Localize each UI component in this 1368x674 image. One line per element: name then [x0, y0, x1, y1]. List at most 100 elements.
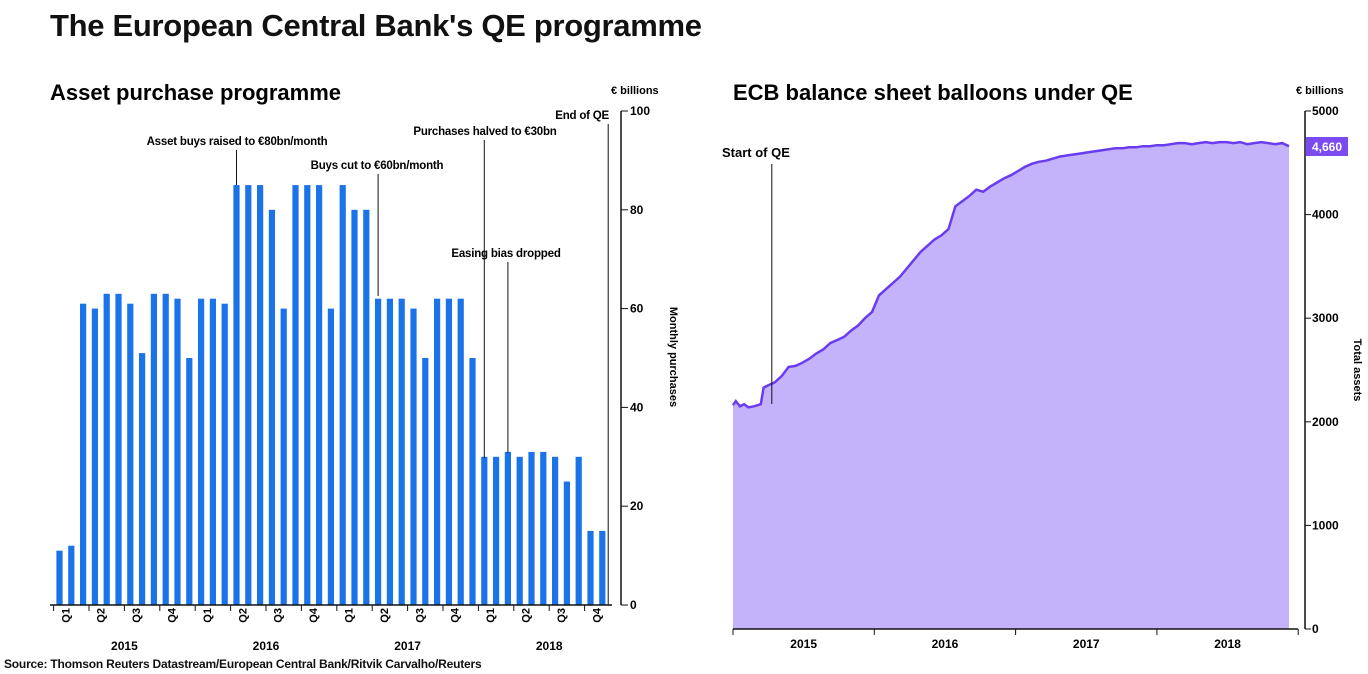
left-unit-label: € billions: [611, 85, 659, 97]
bar-33: [445, 298, 452, 605]
right-ytick-label: 3000: [1312, 311, 1339, 325]
left-y-axis-label: Monthly purchases: [667, 307, 679, 407]
bar-0: [56, 550, 63, 605]
left-year-label: 2018: [536, 639, 563, 653]
bar-39: [516, 456, 523, 605]
right-ytick-label: 2000: [1312, 415, 1339, 429]
bar-45: [587, 530, 594, 605]
left-quarter-label: Q4: [167, 607, 179, 623]
bar-21: [304, 185, 311, 605]
bar-35: [469, 358, 476, 605]
right-ytick-label: 5000: [1312, 104, 1339, 118]
left-ytick-label: 0: [630, 598, 637, 612]
bar-3: [91, 308, 98, 605]
bar-36: [481, 456, 488, 605]
right-unit-label: € billions: [1296, 85, 1344, 97]
left-quarter-label: Q3: [414, 608, 426, 623]
bar-16: [245, 185, 252, 605]
annotation-label: Easing bias dropped: [451, 248, 560, 260]
left-quarter-label: Q1: [485, 608, 497, 623]
bar-20: [292, 185, 299, 605]
bar-17: [257, 185, 264, 605]
left-chart-title: Asset purchase programme: [50, 80, 341, 105]
bar-29: [398, 298, 405, 605]
bar-40: [528, 451, 535, 605]
bar-18: [268, 209, 275, 606]
right-y-axis-label: Total assets: [1351, 339, 1363, 402]
right-year-label: 2016: [932, 637, 959, 651]
left-ytick-label: 60: [630, 302, 644, 316]
page-title: The European Central Bank's QE programme: [50, 8, 702, 43]
right-ytick-label: 1000: [1312, 518, 1339, 532]
bar-12: [198, 298, 205, 605]
bar-24: [339, 185, 346, 605]
bar-32: [434, 298, 441, 605]
bar-6: [127, 303, 134, 605]
left-year-label: 2017: [394, 639, 421, 653]
left-quarter-label: Q4: [591, 607, 603, 623]
last-value-label: 4,660: [1312, 140, 1342, 154]
left-chart: Asset purchase programme € billions Asse…: [50, 80, 679, 653]
left-quarter-label: Q1: [60, 608, 72, 623]
bar-4: [103, 293, 110, 605]
bar-14: [221, 303, 228, 605]
left-year-label: 2016: [253, 639, 280, 653]
bar-23: [327, 308, 334, 605]
left-quarter-label: Q2: [96, 608, 108, 623]
left-ytick-label: 40: [630, 400, 644, 414]
left-ytick-label: 20: [630, 499, 644, 513]
total-assets-area: [733, 142, 1289, 629]
source-note: Source: Thomson Reuters Datastream/Europ…: [4, 657, 482, 671]
bar-2: [80, 303, 87, 605]
bar-1: [68, 545, 75, 605]
left-quarter-label: Q1: [344, 608, 356, 623]
right-year-label: 2018: [1214, 637, 1241, 651]
last-value-badge-box: [1306, 137, 1348, 156]
bar-41: [540, 451, 547, 605]
annotation-label: Start of QE: [722, 145, 790, 160]
bar-43: [563, 481, 570, 605]
bar-27: [375, 298, 382, 605]
bar-9: [162, 293, 169, 605]
bar-15: [233, 185, 240, 605]
left-quarter-label: Q2: [521, 608, 533, 623]
bar-7: [139, 353, 146, 605]
bar-19: [280, 308, 287, 605]
right-year-label: 2015: [790, 637, 817, 651]
left-quarter-label: Q3: [131, 608, 143, 623]
left-quarter-label: Q4: [450, 607, 462, 623]
left-quarter-label: Q3: [273, 608, 285, 623]
bar-13: [209, 298, 216, 605]
annotation-label: Purchases halved to €30bn: [413, 126, 556, 138]
bar-5: [115, 293, 122, 605]
left-quarter-label: Q2: [237, 608, 249, 623]
right-chart-title: ECB balance sheet balloons under QE: [733, 80, 1133, 105]
bar-38: [504, 451, 511, 605]
bar-34: [457, 298, 464, 605]
bar-8: [150, 293, 157, 605]
annotation-label: Buys cut to €60bn/month: [311, 160, 444, 172]
total-assets-line: [731, 140, 1290, 409]
left-quarter-label: Q3: [556, 608, 568, 623]
bar-26: [363, 209, 370, 606]
bar-44: [575, 456, 582, 605]
left-ytick-label: 100: [630, 104, 650, 118]
bar-30: [410, 308, 417, 605]
right-chart: ECB balance sheet balloons under QE € bi…: [722, 80, 1363, 651]
right-ytick-label: 0: [1312, 622, 1319, 636]
left-quarter-label: Q1: [202, 608, 214, 623]
bar-31: [422, 358, 429, 605]
bar-28: [386, 298, 393, 605]
left-quarter-label: Q4: [308, 607, 320, 623]
bar-46: [599, 530, 606, 605]
bar-25: [351, 209, 358, 606]
bar-37: [493, 456, 500, 605]
bar-10: [174, 298, 181, 605]
left-quarter-label: Q2: [379, 608, 391, 623]
annotation-label: End of QE: [555, 110, 609, 122]
annotation-label: Asset buys raised to €80bn/month: [147, 136, 328, 148]
left-ytick-label: 80: [630, 203, 644, 217]
bar-42: [552, 456, 559, 605]
right-year-label: 2017: [1073, 637, 1100, 651]
